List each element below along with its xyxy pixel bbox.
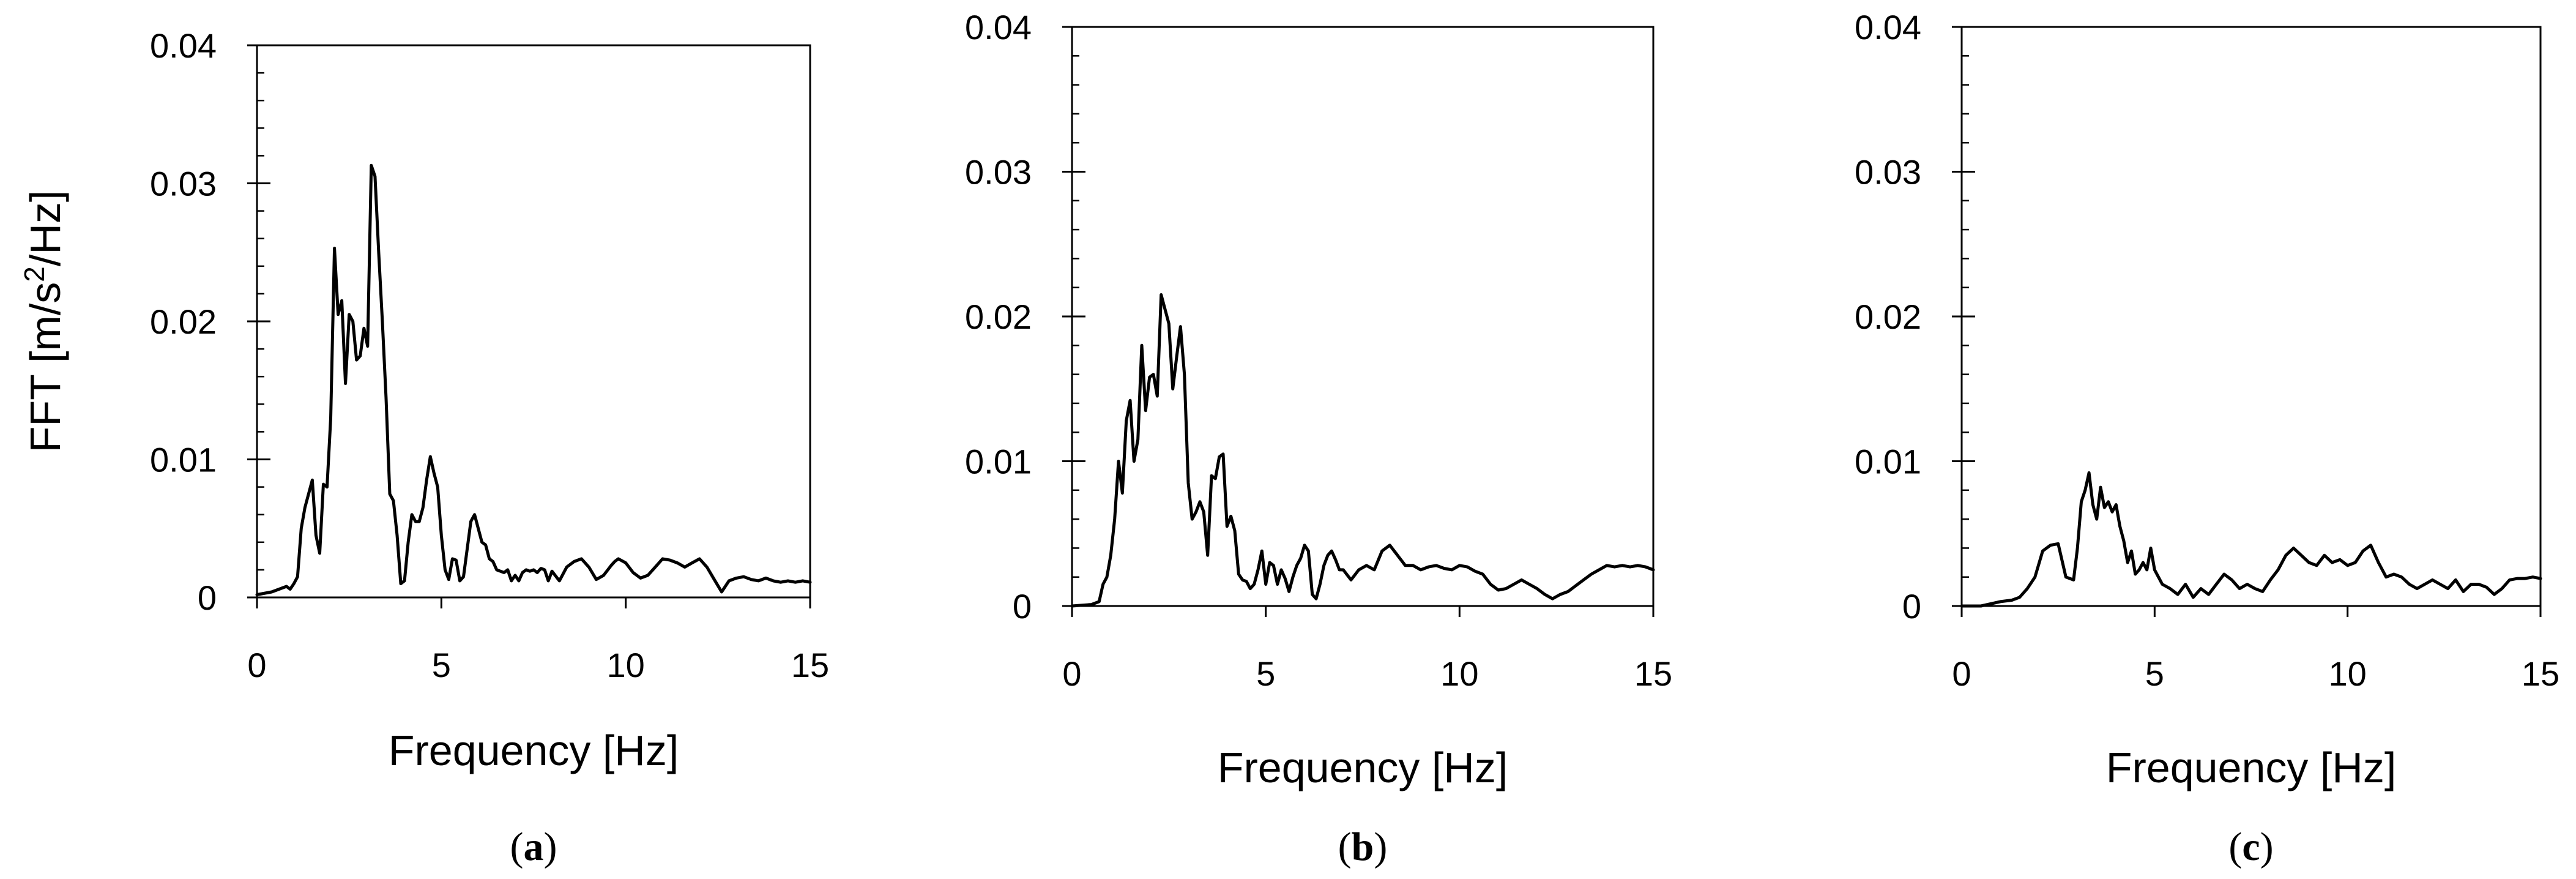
y-tick-label: 0.02	[150, 302, 217, 341]
x-tick-label: 5	[1256, 654, 1275, 693]
y-tick-label: 0	[1902, 587, 1921, 626]
caption-close-paren: )	[544, 825, 557, 869]
x-tick-label: 15	[791, 646, 829, 684]
y-tick-label: 0.01	[1855, 443, 1921, 481]
y-tick-label: 0.04	[965, 8, 1032, 47]
y-tick-label: 0.03	[965, 153, 1032, 192]
y-tick-label: 0.03	[150, 165, 217, 203]
x-tick-label: 0	[1952, 654, 1971, 693]
fft-series-line	[255, 163, 812, 596]
y-tick-label: 0	[198, 578, 217, 617]
chart-panel-b: 0 0.01 0.02 0.03 0.04 0 5 10 15 Frequency [Hz] (b)	[965, 8, 1672, 869]
caption-open-paren: (	[1338, 825, 1352, 869]
panel-caption: (a)	[510, 825, 557, 869]
x-tick-label: 5	[432, 646, 451, 684]
x-tick-label: 15	[1634, 654, 1672, 693]
x-tick-label: 10	[2329, 654, 2367, 693]
plot-frame	[256, 44, 811, 599]
y-tick-label: 0.02	[965, 297, 1032, 336]
y-axis-label-superscript: 2	[18, 266, 50, 282]
y-tick-label: 0.04	[1855, 8, 1921, 47]
panel-caption: (c)	[2228, 825, 2273, 869]
y-axis-label: FFT [m/s2/Hz]	[18, 190, 69, 453]
caption-letter: a	[524, 825, 544, 869]
fft-series-line	[1070, 293, 1655, 608]
y-axis-label-end: /Hz]	[21, 190, 69, 266]
plot-frame	[1960, 26, 2542, 607]
x-tick-label: 0	[247, 646, 266, 684]
x-tick-label: 0	[1062, 654, 1081, 693]
y-tick-label: 0	[1013, 587, 1032, 626]
caption-open-paren: (	[2228, 825, 2242, 869]
caption-close-paren: )	[2260, 825, 2274, 869]
x-axis-label: Frequency [Hz]	[1218, 744, 1508, 791]
caption-letter: c	[2242, 825, 2260, 869]
x-axis-label: Frequency [Hz]	[2106, 744, 2397, 791]
y-tick-label: 0.01	[965, 443, 1032, 481]
x-tick-label: 10	[1440, 654, 1478, 693]
chart-panel-c: 0 0.01 0.02 0.03 0.04 0 5 10 15 Frequency [Hz] (c)	[1855, 8, 2559, 869]
chart-panel-a: 0 0.01 0.02 0.03 0.04 0 5 10 15 Frequency [Hz] FFT…	[18, 26, 829, 869]
fft-series-line	[1960, 471, 2542, 608]
y-tick-label: 0.04	[150, 26, 217, 65]
x-tick-label: 15	[2522, 654, 2559, 693]
x-axis-label: Frequency [Hz]	[389, 727, 679, 774]
caption-close-paren: )	[1374, 825, 1387, 869]
y-axis-label-main: FFT [m/s	[21, 282, 69, 453]
x-tick-label: 5	[2145, 654, 2164, 693]
y-tick-label: 0.02	[1855, 297, 1921, 336]
y-tick-label: 0.03	[1855, 153, 1921, 192]
caption-letter: b	[1352, 825, 1374, 869]
y-tick-label: 0.01	[150, 441, 217, 479]
x-tick-label: 10	[607, 646, 645, 684]
panel-caption: (b)	[1338, 825, 1388, 869]
caption-open-paren: (	[510, 825, 524, 869]
